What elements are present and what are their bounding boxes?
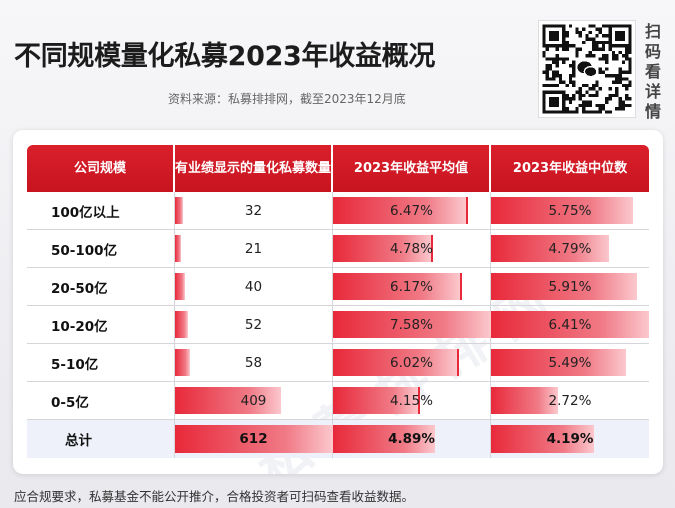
count-cell: 32 xyxy=(175,192,333,229)
table-header: 公司规模 有业绩显示的 量化私募数量 2023年收益平均值 2023年收益中位数 xyxy=(27,145,649,192)
median-cell: 4.19% xyxy=(491,420,649,458)
scale-cell: 50-100亿 xyxy=(27,230,175,267)
count-bar xyxy=(175,311,189,338)
average-cell: 6.47% xyxy=(333,192,491,229)
count-value: 58 xyxy=(244,354,263,371)
median-bar xyxy=(491,197,633,224)
table-row: 20-50亿 40 6.17% 5.91% xyxy=(27,268,649,306)
side-text-char: 看 xyxy=(644,62,661,81)
average-cell: 6.02% xyxy=(333,344,491,381)
scale-cell: 5-10亿 xyxy=(27,344,175,381)
median-cell: 6.41% xyxy=(491,306,649,343)
avg-value: 6.47% xyxy=(390,202,433,219)
count-value: 32 xyxy=(244,202,263,219)
count-bar xyxy=(175,197,184,224)
avg-bar xyxy=(333,425,435,453)
data-source-note: 资料来源：私募排排网，截至2023年12月底 xyxy=(168,92,406,106)
count-cell: 612 xyxy=(175,420,333,458)
count-value: 612 xyxy=(239,431,268,447)
average-cell: 4.78% xyxy=(333,230,491,267)
count-cell: 21 xyxy=(175,230,333,267)
average-cell: 7.58% xyxy=(333,306,491,343)
scan-for-details-label: 扫码看详情 xyxy=(643,22,663,122)
table-row: 50-100亿 21 4.78% 4.79% xyxy=(27,230,649,268)
stats-table: 公司规模 有业绩显示的 量化私募数量 2023年收益平均值 2023年收益中位数 … xyxy=(27,145,649,458)
avg-bar xyxy=(333,387,420,414)
avg-bar xyxy=(333,197,468,224)
median-cell: 5.91% xyxy=(491,268,649,305)
scale-cell: 20-50亿 xyxy=(27,268,175,305)
median-cell: 5.75% xyxy=(491,192,649,229)
median-value: 4.79% xyxy=(548,240,592,257)
median-bar xyxy=(491,349,627,376)
scale-cell: 100亿以上 xyxy=(27,192,175,229)
count-cell: 40 xyxy=(175,268,333,305)
column-header-median: 2023年收益中位数 xyxy=(491,145,649,192)
qr-code[interactable] xyxy=(538,20,636,118)
count-cell: 58 xyxy=(175,344,333,381)
median-value: 5.75% xyxy=(548,202,592,219)
count-bar xyxy=(175,387,281,414)
avg-value: 7.58% xyxy=(390,316,433,333)
count-bar xyxy=(175,425,333,453)
avg-bar xyxy=(333,273,462,300)
avg-value: 6.17% xyxy=(390,278,433,295)
column-header-count-line: 量化私募数量 xyxy=(253,160,332,176)
avg-bar xyxy=(333,349,459,376)
total-row: 总计 612 4.89% 4.19% xyxy=(27,420,649,458)
average-cell: 6.17% xyxy=(333,268,491,305)
count-cell: 52 xyxy=(175,306,333,343)
median-bar xyxy=(491,235,610,262)
wechat-qr-code-icon xyxy=(539,21,635,117)
avg-value: 4.15% xyxy=(390,392,433,409)
median-bar xyxy=(491,425,595,453)
column-header-average: 2023年收益平均值 xyxy=(333,145,491,192)
column-header-count-line: 有业绩显示的 xyxy=(175,160,254,176)
side-text-char: 扫 xyxy=(644,22,661,41)
column-header-count: 有业绩显示的 量化私募数量 xyxy=(175,145,333,192)
count-cell: 409 xyxy=(175,382,333,419)
avg-bar xyxy=(333,311,491,338)
median-value: 5.49% xyxy=(548,354,592,371)
count-value: 52 xyxy=(244,316,263,333)
median-value: 4.19% xyxy=(546,431,594,447)
side-text-char: 详 xyxy=(644,82,661,101)
median-bar xyxy=(491,387,558,414)
scale-cell: 10-20亿 xyxy=(27,306,175,343)
count-bar xyxy=(175,273,186,300)
table-row: 100亿以上 32 6.47% 5.75% xyxy=(27,192,649,230)
side-text-char: 情 xyxy=(644,102,661,121)
column-header-scale: 公司规模 xyxy=(27,145,175,192)
median-value: 6.41% xyxy=(548,316,592,333)
side-text-char: 码 xyxy=(644,42,661,61)
count-value: 409 xyxy=(240,392,267,409)
scale-cell: 0-5亿 xyxy=(27,382,175,419)
average-cell: 4.15% xyxy=(333,382,491,419)
count-bar xyxy=(175,349,190,376)
page-title: 不同规模量化私募2023年收益概况 xyxy=(14,41,436,72)
median-bar xyxy=(491,273,637,300)
table-row: 10-20亿 52 7.58% 6.41% xyxy=(27,306,649,344)
avg-value: 4.78% xyxy=(390,240,433,257)
count-bar xyxy=(175,235,181,262)
compliance-footer: 应合规要求，私募基金不能公开推介，合格投资者可扫码查看收益数据。 xyxy=(14,489,415,504)
median-cell: 2.72% xyxy=(491,382,649,419)
median-value: 2.72% xyxy=(548,392,592,409)
median-bar xyxy=(491,311,649,338)
count-value: 40 xyxy=(244,278,263,295)
count-value: 21 xyxy=(244,240,263,257)
median-cell: 5.49% xyxy=(491,344,649,381)
avg-bar xyxy=(333,235,433,262)
median-value: 5.91% xyxy=(548,278,592,295)
avg-value: 4.89% xyxy=(388,431,435,447)
median-cell: 4.79% xyxy=(491,230,649,267)
scale-cell: 总计 xyxy=(27,420,175,458)
avg-value: 6.02% xyxy=(390,354,433,371)
average-cell: 4.89% xyxy=(333,420,491,458)
table-row: 5-10亿 58 6.02% 5.49% xyxy=(27,344,649,382)
table-row: 0-5亿 409 4.15% 2.72% xyxy=(27,382,649,420)
